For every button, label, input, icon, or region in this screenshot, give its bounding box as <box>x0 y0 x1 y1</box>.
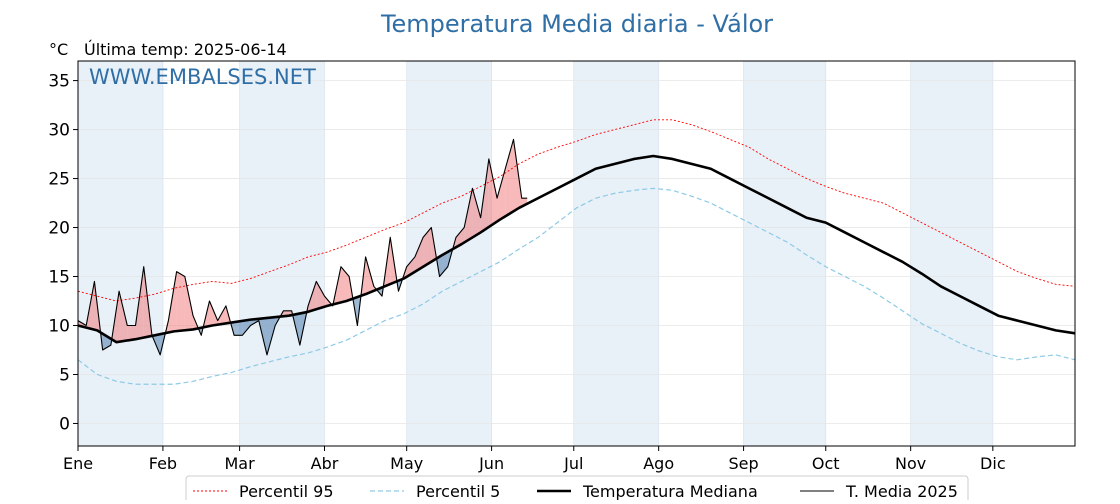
x-tick-label: Nov <box>895 454 926 473</box>
legend-label-current: T. Media 2025 <box>845 482 958 500</box>
chart-title: Temperatura Media diaria - Válor <box>380 10 773 38</box>
x-tick-label: Oct <box>812 454 840 473</box>
anomaly-fill <box>177 272 185 331</box>
x-tick-label: Jun <box>478 454 504 473</box>
month-bands <box>78 61 993 446</box>
anomaly-fill <box>505 139 513 216</box>
x-tick-label: Sep <box>729 454 759 473</box>
legend: Percentil 95 Percentil 5 Temperatura Media… <box>186 476 968 500</box>
x-tick-label: May <box>390 454 423 473</box>
legend-label-median: Temperatura Mediana <box>582 482 758 500</box>
month-band <box>78 61 163 446</box>
y-tick-label: 10 <box>48 317 70 337</box>
month-band <box>574 61 659 446</box>
x-tick-label: Dic <box>980 454 1006 473</box>
y-tick-label: 25 <box>48 170 70 190</box>
x-tick-label: Ene <box>63 454 93 473</box>
y-tick-label: 5 <box>59 365 70 385</box>
legend-label-p5: Percentil 5 <box>416 482 500 500</box>
y-tick-label: 0 <box>59 414 70 434</box>
legend-label-p95: Percentil 95 <box>239 482 334 500</box>
y-tick-label: 15 <box>48 268 70 288</box>
x-tick-label: Feb <box>149 454 177 473</box>
y-tick-label: 35 <box>48 72 70 92</box>
watermark-text: WWW.EMBALSES.NET <box>89 65 316 89</box>
x-axis-ticks: Ene Feb Mar Abr May Jun Jul Ago Sep Oct Nov Dic <box>63 446 1006 473</box>
x-tick-label: Mar <box>225 454 256 473</box>
y-tick-label: 20 <box>48 219 70 239</box>
month-band <box>911 61 993 446</box>
y-unit-label: °C <box>49 40 68 59</box>
x-tick-label: Jul <box>563 454 583 473</box>
x-tick-label: Abr <box>311 454 339 473</box>
x-tick-label: Ago <box>643 454 674 473</box>
y-axis-ticks: 0 5 10 15 20 25 30 35 <box>48 72 78 435</box>
y-tick-label: 30 <box>48 121 70 141</box>
month-band <box>240 61 325 446</box>
month-band <box>744 61 826 446</box>
last-temp-label: Última temp: 2025-06-14 <box>84 40 287 59</box>
